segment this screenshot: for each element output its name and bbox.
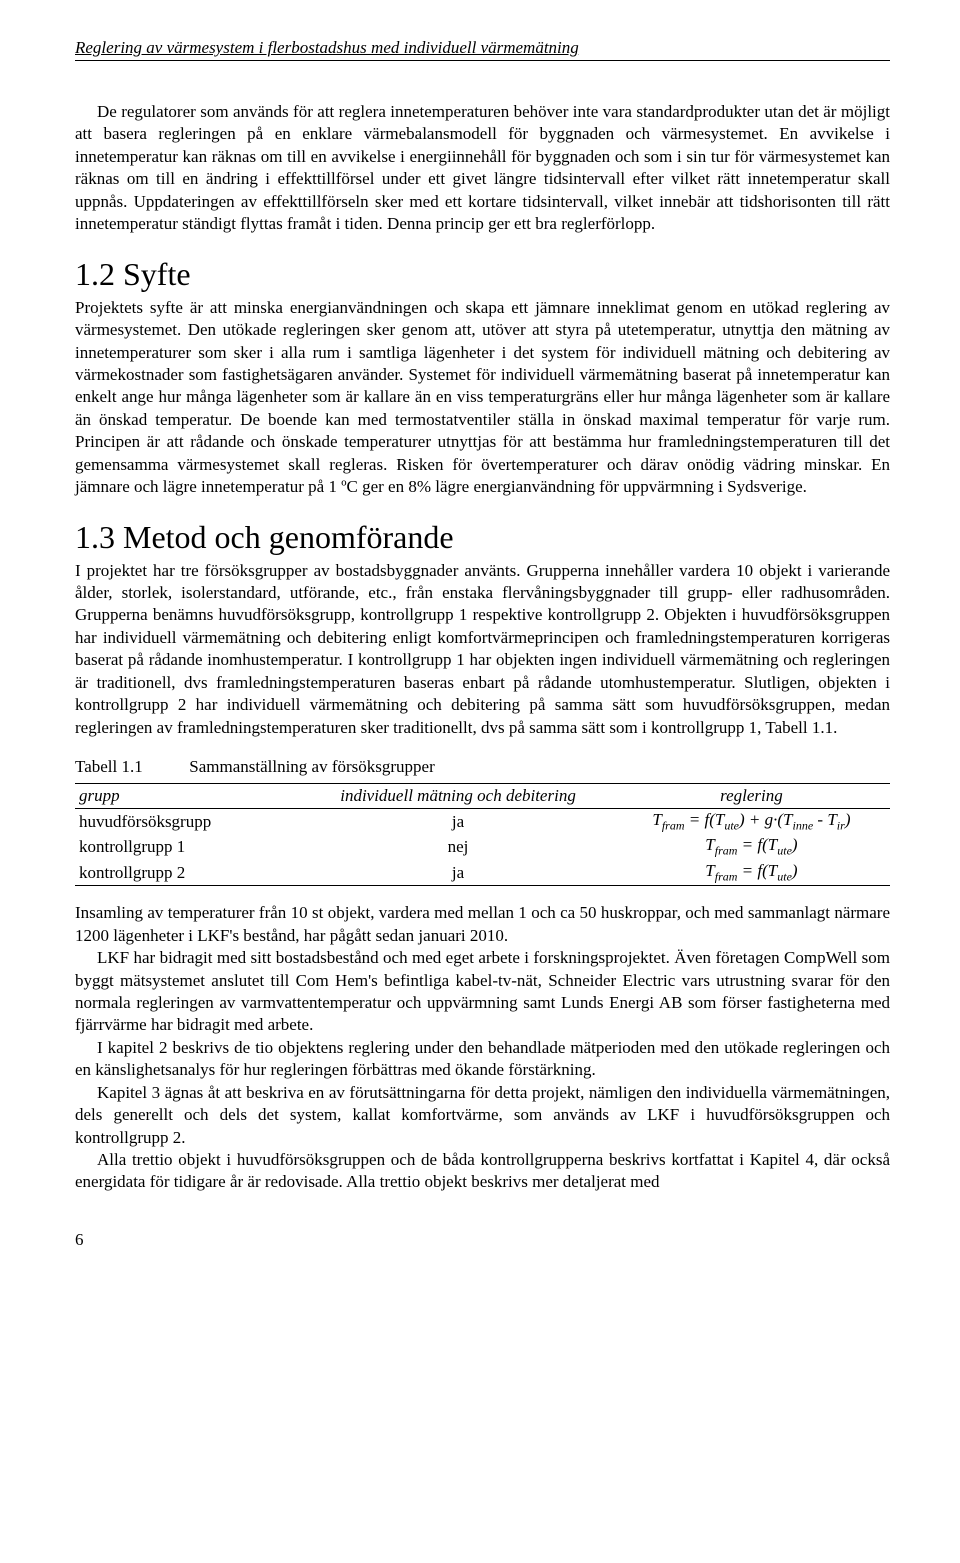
running-header: Reglering av värmesystem i flerbostadshu… [75, 38, 890, 61]
table-row: kontrollgrupp 1 nej Tfram = f(Tute) [75, 834, 890, 859]
section-1-3-title: 1.3 Metod och genomförande [75, 519, 890, 556]
table-row: huvudförsöksgrupp ja Tfram = f(Tute) + g… [75, 809, 890, 835]
table-caption-label: Tabell 1.1 [75, 757, 185, 777]
groups-table: grupp individuell mätning och debitering… [75, 783, 890, 886]
th-group: grupp [75, 784, 303, 809]
page-number: 6 [75, 1230, 890, 1250]
after-table-p1: Insamling av temperaturer från 10 st obj… [75, 902, 890, 947]
section-1-2-title: 1.2 Syfte [75, 256, 890, 293]
th-reg: reglering [613, 784, 890, 809]
cell-imd: nej [303, 834, 613, 859]
intro-paragraph: De regulatorer som används för att regle… [75, 101, 890, 236]
cell-imd: ja [303, 860, 613, 886]
cell-group: kontrollgrupp 1 [75, 834, 303, 859]
th-imd: individuell mätning och debitering [303, 784, 613, 809]
cell-reg: Tfram = f(Tute) [613, 834, 890, 859]
section-1-3-body: I projektet har tre försöksgrupper av bo… [75, 560, 890, 740]
after-table-p4: Kapitel 3 ägnas åt att beskriva en av fö… [75, 1082, 890, 1149]
after-table-p2: LKF har bidragit med sitt bostadsbestånd… [75, 947, 890, 1037]
cell-group: kontrollgrupp 2 [75, 860, 303, 886]
after-table-p3: I kapitel 2 beskrivs de tio objektens re… [75, 1037, 890, 1082]
table-caption: Tabell 1.1 Sammanställning av försöksgru… [75, 757, 890, 777]
section-1-2-body: Projektets syfte är att minska energianv… [75, 297, 890, 499]
table-caption-text: Sammanställning av försöksgrupper [189, 757, 435, 776]
cell-reg: Tfram = f(Tute) + g·(Tinne - Tir) [613, 809, 890, 835]
after-table-p5: Alla trettio objekt i huvudförsöksgruppe… [75, 1149, 890, 1194]
table-header-row: grupp individuell mätning och debitering… [75, 784, 890, 809]
cell-reg: Tfram = f(Tute) [613, 860, 890, 886]
cell-group: huvudförsöksgrupp [75, 809, 303, 835]
cell-imd: ja [303, 809, 613, 835]
table-row: kontrollgrupp 2 ja Tfram = f(Tute) [75, 860, 890, 886]
page: Reglering av värmesystem i flerbostadshu… [0, 0, 960, 1300]
